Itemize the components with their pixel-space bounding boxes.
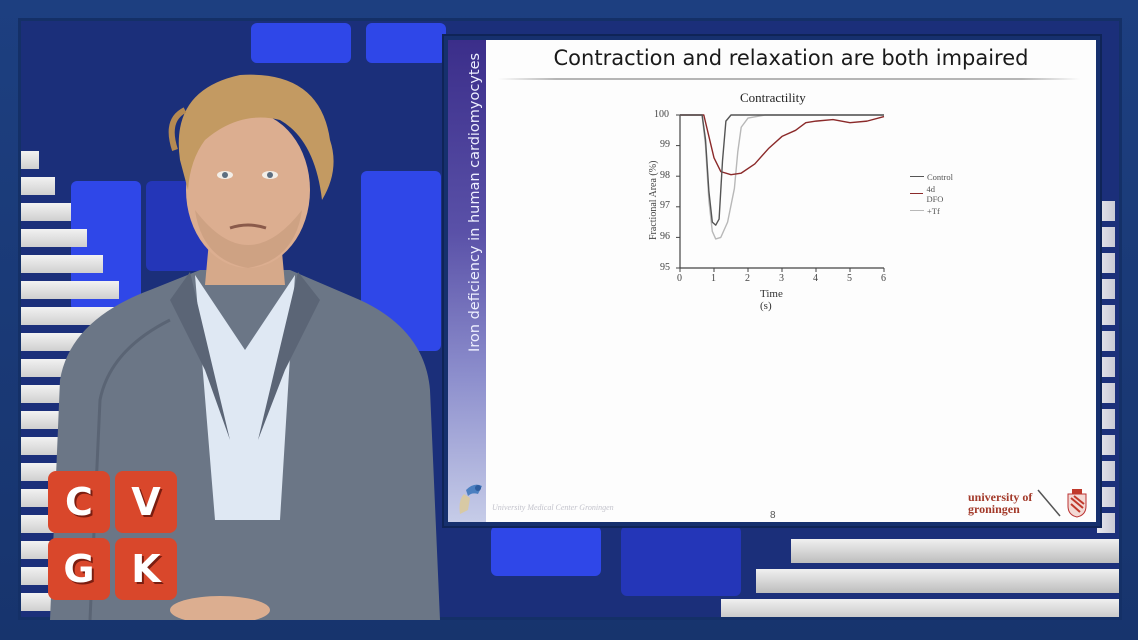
slide-title: Contraction and relaxation are both impa… — [553, 46, 1029, 70]
legend-item-control: Control — [910, 168, 953, 185]
rug-footer-logo: university of groningen — [968, 488, 1088, 518]
backdrop-block — [251, 23, 351, 63]
presentation-slide: Iron deficiency in human cardiomyocytes … — [448, 40, 1096, 522]
legend-item-4d-dfo: 4d DFO — [910, 183, 953, 204]
channel-logo: C V G K — [48, 471, 178, 601]
logo-tile-c: C — [48, 471, 110, 533]
bottom-stripe — [791, 539, 1119, 563]
logo-tile-v: V — [115, 471, 177, 533]
logo-tile-k: K — [115, 538, 177, 600]
chart-title: Contractility — [740, 90, 806, 105]
series-line-control — [680, 114, 884, 226]
x-tick: 3 — [779, 273, 784, 284]
logo-tile-g: G — [48, 538, 110, 600]
legend-swatch — [910, 175, 924, 178]
umcg-text: University Medical Center Groningen — [492, 503, 614, 512]
x-tick: 1 — [711, 273, 716, 284]
y-tick: 95 — [660, 262, 670, 273]
y-tick: 97 — [660, 200, 670, 211]
chart-plot-area — [676, 114, 885, 272]
series-line--tf — [680, 114, 884, 240]
legend-label: 4d DFO — [926, 183, 944, 204]
x-tick: 6 — [881, 273, 886, 284]
y-tick: 98 — [660, 170, 670, 181]
bottom-stripe — [756, 569, 1119, 593]
slide-side-band: Iron deficiency in human cardiomyocytes — [448, 40, 486, 522]
y-tick: 96 — [660, 231, 670, 242]
backdrop-block — [621, 526, 741, 596]
series-line-4d-dfo — [680, 114, 885, 176]
legend-swatch — [910, 209, 924, 212]
x-tick: 5 — [847, 273, 852, 284]
rug-text-line2: groningen — [968, 502, 1020, 516]
title-divider — [498, 78, 1080, 80]
umcg-footer-logo: University Medical Center Groningen — [456, 480, 614, 516]
rug-crest-icon — [1067, 489, 1087, 518]
x-tick: 4 — [813, 273, 818, 284]
legend-item-tf: +Tf — [910, 202, 953, 219]
rug-text-line1: university of — [968, 490, 1033, 504]
rug-wordmark: university of groningen — [968, 491, 1032, 515]
rug-slash-icon — [1037, 489, 1061, 517]
backdrop-block — [366, 23, 446, 63]
umcg-emblem-icon — [459, 484, 482, 514]
x-tick: 2 — [745, 273, 750, 284]
chart-x-axis-label: Time (s) — [760, 288, 783, 312]
y-tick: 100 — [654, 109, 669, 120]
backdrop-block — [491, 526, 601, 576]
chart-legend: Control 4d DFO +Tf — [910, 168, 953, 219]
legend-swatch — [910, 192, 924, 195]
x-tick: 0 — [677, 273, 682, 284]
legend-label: Control — [927, 171, 953, 182]
bottom-stripe — [721, 599, 1119, 617]
y-tick: 99 — [660, 139, 670, 150]
legend-label: +Tf — [927, 205, 940, 216]
slide-page-number: 8 — [770, 510, 776, 521]
